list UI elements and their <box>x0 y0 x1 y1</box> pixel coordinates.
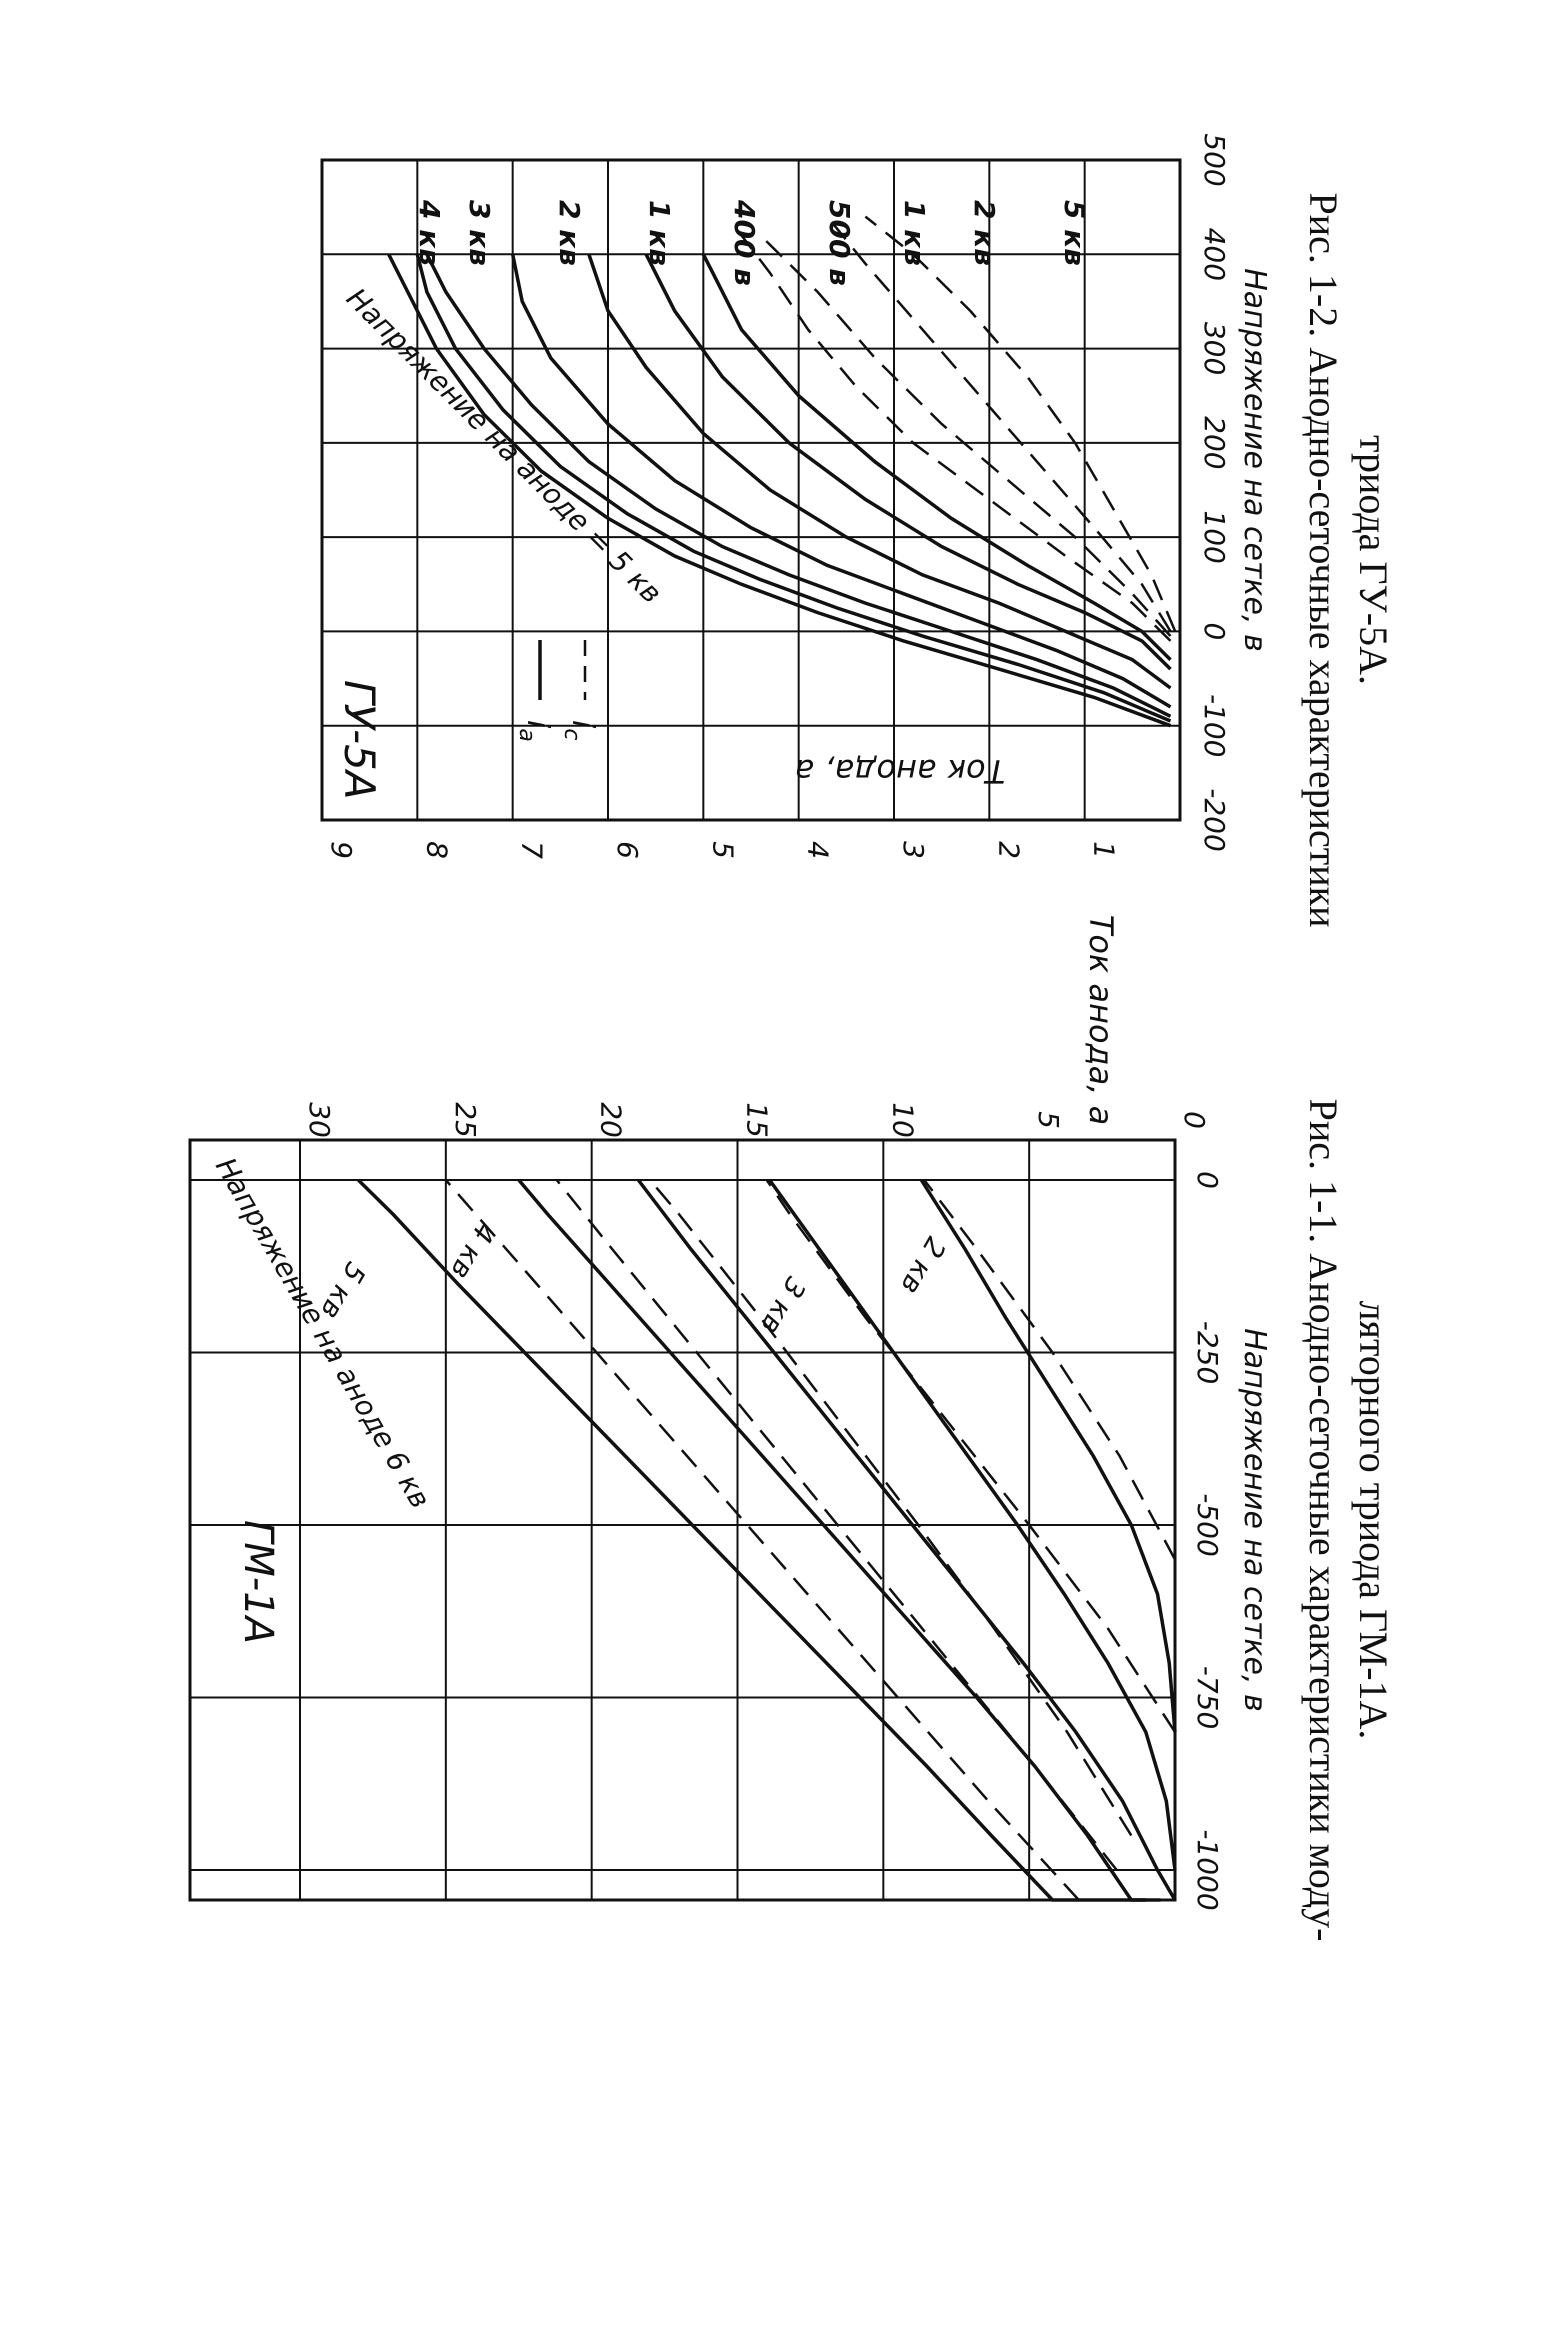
chart-gu5a-x-tick-label: 200 <box>1198 416 1231 469</box>
chart-gm1a-curve-label: Напряжение на аноде 6 кв <box>209 1152 437 1514</box>
chart-gu5a-series-dashed <box>759 234 1172 637</box>
chart-gm1a-series-label: 2 кв <box>894 1232 953 1301</box>
chart-gu5a-y-tick-label: 9 <box>325 841 358 859</box>
chart-gu5a-series-dashed <box>740 234 1172 642</box>
chart-gm1a-x-tick-label: -500 <box>1191 1493 1224 1557</box>
chart-gm1a-y-tick-label: 10 <box>886 1102 919 1138</box>
chart-gu5a-series-label: 500 в <box>823 200 856 286</box>
chart-gu5a-series-label: 2 кв <box>968 200 1001 266</box>
chart-gm1a-series-label: 3 кв <box>754 1272 813 1341</box>
chart-gu5a-curve-label: Напряжение на аноде = 5 кв <box>340 282 668 610</box>
chart-gm1a-caption-line2: ляторного триода ГМ-1А. <box>1351 1301 1396 1740</box>
chart-gm1a-series-solid <box>919 1179 1177 1733</box>
chart-gu5a-series-label: 1 кв <box>643 200 676 266</box>
chart-gm1a-series-solid <box>768 1178 1177 1871</box>
chart-gu5a-legend-label: ic <box>559 720 600 740</box>
chart-gu5a-series-label: 4 кв <box>413 199 446 266</box>
chart-gu5a-x-tick-label: 0 <box>1198 623 1231 641</box>
chart-gu5a-x-tick-label: -100 <box>1198 694 1231 758</box>
chart-gm1a-panel-label: ГМ-1А <box>235 1520 281 1644</box>
chart-gu5a-y-tick-label: 3 <box>897 841 930 859</box>
chart-gm1a-y-tick-label: 15 <box>741 1102 774 1138</box>
chart-gu5a-series-dashed <box>826 215 1172 633</box>
chart-gu5a-series-solid <box>387 253 1172 728</box>
chart-gu5a: 1 2 3 4 5 6 7 8 9 -200 -100 0 100 200 300 400 500 4 кв 3 … <box>320 133 1396 928</box>
chart-gm1a-series-dashed <box>649 1179 1133 1837</box>
chart-gm1a-grid <box>188 1138 1177 1902</box>
chart-gu5a-series-label: 400 в <box>728 199 761 286</box>
chart-gm1a-y-tick-label: 30 <box>303 1102 336 1138</box>
chart-gu5a-series <box>387 215 1177 728</box>
chart-gu5a-grid <box>320 158 1182 822</box>
chart-gu5a-x-tick-label: 500 <box>1198 133 1231 186</box>
chart-gu5a-series-solid <box>415 253 1172 723</box>
chart-gu5a-ticks: 1 2 3 4 5 6 7 8 9 -200 -100 0 100 200 300 400 500 <box>325 133 1231 859</box>
chart-gu5a-series-label: 3 кв <box>463 200 496 266</box>
chart-gu5a-y-tick-label: 2 <box>992 841 1025 859</box>
chart-gu5a-caption-line2: триода ГУ-5А. <box>1351 435 1396 685</box>
chart-gu5a-series-label: 1 кв <box>898 200 931 266</box>
chart-gm1a-series-dashed <box>765 1179 1177 1733</box>
chart-gu5a-y-tick-label: 6 <box>611 841 644 859</box>
chart-gu5a-x-tick-label: 100 <box>1198 510 1231 563</box>
chart-gm1a-series-dashed <box>555 1179 1118 1871</box>
chart-gm1a-y-axis-label: Ток анода, а <box>1082 915 1120 1125</box>
chart-gu5a-y-tick-label: 1 <box>1088 841 1121 859</box>
chart-gm1a-x-tick-label: -1000 <box>1191 1829 1224 1910</box>
chart-gm1a-ticks: 0 5 10 15 20 25 30 -1000 -750 -500 -250 0 2 кв 3 кв 4 … <box>303 1102 1224 1911</box>
chart-gu5a-y-tick-label: 4 <box>802 841 835 859</box>
chart-gu5a-series-solid <box>644 253 1172 671</box>
chart-gm1a-series-dashed <box>923 1179 1177 1561</box>
chart-gu5a-series-solid <box>510 253 1172 709</box>
chart-gm1a-y-tick-label: 20 <box>595 1102 628 1138</box>
chart-gm1a-y-tick-label: 0 <box>1178 1111 1211 1129</box>
chart-gu5a-series-solid <box>587 253 1172 690</box>
chart-gu5a-y-axis-label: Ток анода, а <box>795 752 1005 790</box>
chart-gu5a-panel-label: ГУ-5А <box>335 680 384 800</box>
chart-gm1a: 0 5 10 15 20 25 30 -1000 -750 -500 -250 0 2 кв 3 кв 4 … <box>188 915 1396 1942</box>
chart-gm1a-caption-line1: Рис. 1-1. Анодно-сеточные характеристики… <box>1301 1099 1346 1942</box>
chart-gm1a-y-tick-label: 5 <box>1032 1111 1065 1129</box>
chart-gu5a-x-tick-label: 300 <box>1198 322 1231 375</box>
chart-gu5a-series-dashed <box>864 215 1177 632</box>
chart-gu5a-curve-labels: 4 кв 3 кв 2 кв 1 кв 400 в 500 в 1 кв 2 кв 5 кв <box>413 199 1091 286</box>
chart-gu5a-series-solid <box>425 253 1172 718</box>
chart-gu5a-y-tick-label: 5 <box>706 841 739 859</box>
chart-gu5a-caption-line1: Рис. 1-2. Анодно-сеточные характеристики <box>1301 192 1346 927</box>
chart-gm1a-frame <box>188 1138 1177 1902</box>
chart-gm1a-series-solid <box>357 1178 1146 1902</box>
chart-gm1a-x-tick-label: -250 <box>1191 1321 1224 1385</box>
chart-gu5a-y-tick-label: 7 <box>516 841 549 859</box>
chart-gm1a-series-dashed <box>444 1179 1080 1901</box>
chart-gu5a-series-label: 2 кв <box>553 200 586 266</box>
chart-gm1a-x-tick-label: 0 <box>1191 1171 1224 1189</box>
chart-gm1a-series-solid <box>517 1178 1161 1902</box>
chart-gm1a-series <box>357 1178 1177 1902</box>
chart-gu5a-legend-label: ia <box>514 720 555 742</box>
chart-gu5a-x-tick-label: -200 <box>1198 788 1231 852</box>
chart-gu5a-y-tick-label: 8 <box>420 841 453 859</box>
chart-gm1a-x-axis-label: Напряжение на сетке, в <box>1237 1328 1272 1712</box>
chart-gu5a-x-tick-label: 400 <box>1198 228 1231 281</box>
chart-gu5a-series-solid <box>701 253 1172 661</box>
chart-gu5a-series-label: 5 кв <box>1058 200 1091 266</box>
chart-gm1a-series-label: 4 кв <box>444 1217 503 1286</box>
chart-gu5a-x-axis-label: Напряжение на сетке, в <box>1237 268 1272 652</box>
chart-gm1a-y-tick-label: 25 <box>449 1102 482 1138</box>
chart-gm1a-x-tick-label: -750 <box>1191 1666 1224 1730</box>
chart-gm1a-series-solid <box>636 1178 1177 1901</box>
